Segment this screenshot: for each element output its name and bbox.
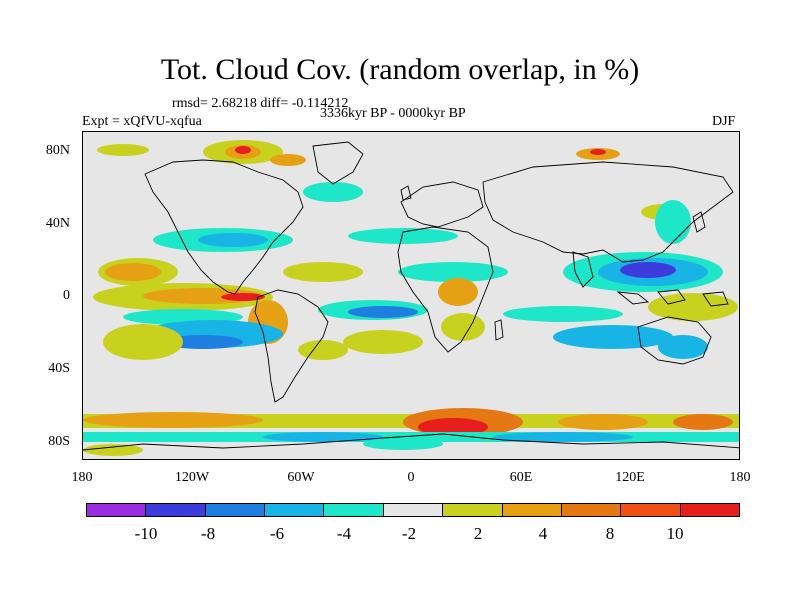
lon-label-120e: 120E [615, 470, 645, 485]
colorbar-segment-10 [680, 504, 739, 516]
experiment-label: Expt = xQfVU-xqfua [82, 114, 202, 129]
season-label: DJF [712, 114, 736, 129]
chart-title: Tot. Cloud Cov. (random overlap, in %) [160, 53, 640, 86]
lat-label-80s: 80S [48, 434, 70, 449]
lat-label-80n: 80N [45, 143, 70, 158]
colorbar-label-8: 8 [605, 524, 615, 543]
lon-label-180w: 180 [71, 470, 93, 485]
colorbar-segment-9 [621, 504, 681, 516]
lon-label-60w: 60W [287, 470, 315, 485]
lon-label-120w: 120W [174, 470, 210, 485]
colorbar-segment-0 [87, 504, 147, 516]
colorbar-label-neg10: -10 [134, 524, 158, 543]
lon-label-180e: 180 [729, 470, 751, 485]
colorbar-label-10: 10 [666, 524, 684, 543]
colorbar-label-neg2: -2 [401, 524, 417, 543]
lon-label-0: 0 [407, 470, 415, 485]
colorbar-label-neg8: -8 [200, 524, 216, 543]
colorbar-segment-7 [502, 504, 562, 516]
colorbar-segment-5 [383, 504, 444, 516]
stats-line: rmsd= 2.68218 diff= -0.114212 [172, 96, 349, 111]
colorbar-segment-2 [205, 504, 266, 516]
lat-label-0: 0 [63, 288, 70, 303]
colorbar-segment-4 [324, 504, 384, 516]
anomaly-fields [83, 140, 739, 459]
colorbar-segment-8 [561, 504, 622, 516]
colorbar-label-neg4: -4 [336, 524, 352, 543]
lat-label-40n: 40N [45, 216, 70, 231]
colorbar-segment-1 [146, 504, 206, 516]
colorbar-label-neg6: -6 [269, 524, 285, 543]
map-panel [82, 131, 740, 460]
colorbar-segment-6 [443, 504, 503, 516]
lat-label-40s: 40S [48, 361, 70, 376]
anomaly-map [83, 132, 739, 459]
period-label: 3336kyr BP - 0000kyr BP [320, 106, 466, 121]
colorbar [86, 503, 740, 517]
coastlines [83, 141, 739, 451]
colorbar-label-2: 2 [473, 524, 483, 543]
colorbar-label-4: 4 [538, 524, 548, 543]
lon-label-60e: 60E [509, 470, 533, 485]
colorbar-segment-3 [265, 504, 325, 516]
